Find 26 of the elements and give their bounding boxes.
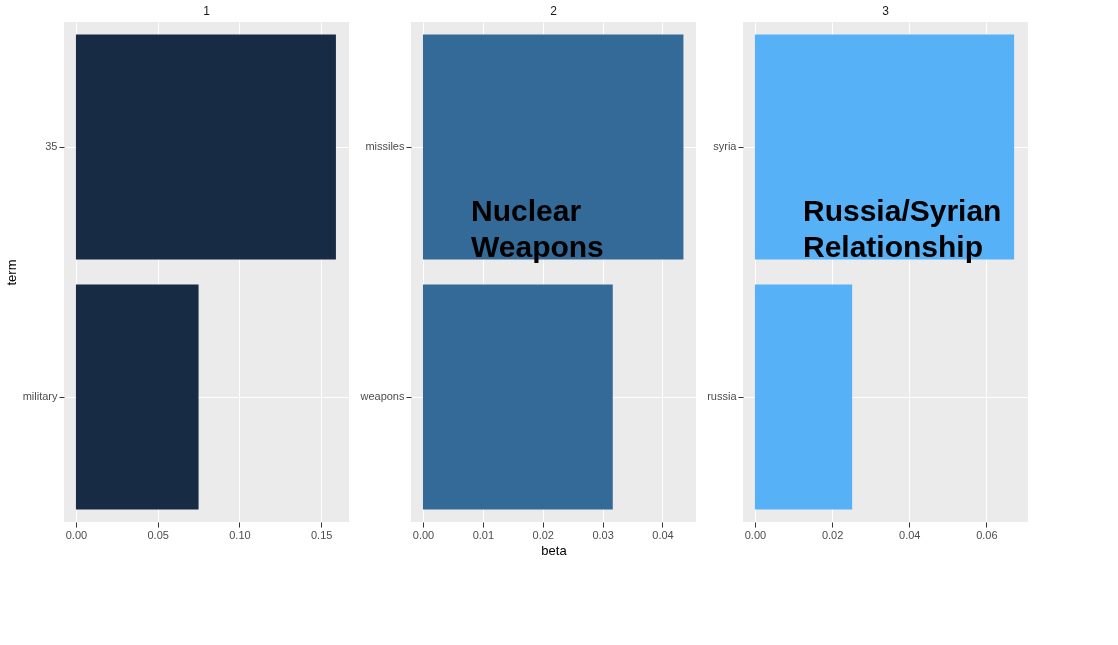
annotation: Russia/Syrian Relationship — [803, 194, 1002, 263]
y-tick-label: missiles — [365, 140, 405, 152]
x-tick-label: 0.02 — [532, 528, 554, 541]
x-tick-label: 0.10 — [229, 528, 251, 541]
x-tick-label: 0.03 — [592, 528, 614, 541]
y-tick-label: 35 — [45, 140, 58, 152]
y-axis-title: term — [3, 259, 19, 286]
chart-title: 2 — [550, 4, 558, 18]
x-axis-title: beta — [541, 542, 568, 558]
annotation: Nuclear Weapons — [471, 194, 604, 263]
x-tick-label: 0.00 — [744, 528, 767, 541]
y-tick-label: weapons — [359, 390, 405, 402]
x-tick-label: 0.04 — [899, 528, 921, 541]
x-tick-label: 0.02 — [821, 528, 844, 541]
y-tick-label: syria — [713, 140, 738, 152]
x-tick-label: 0.00 — [412, 528, 435, 541]
x-tick-label: 0.01 — [472, 528, 495, 541]
x-tick-label: 0.06 — [976, 528, 998, 541]
chart-title: 3 — [882, 4, 890, 18]
x-tick-label: 0.00 — [65, 528, 88, 541]
x-tick-label: 0.05 — [147, 528, 169, 541]
y-tick-label: military — [22, 390, 58, 402]
y-tick-label: russia — [707, 390, 738, 402]
x-tick-label: 0.15 — [310, 528, 333, 541]
chart-title: 1 — [203, 4, 211, 18]
x-tick-label: 0.04 — [652, 528, 674, 541]
